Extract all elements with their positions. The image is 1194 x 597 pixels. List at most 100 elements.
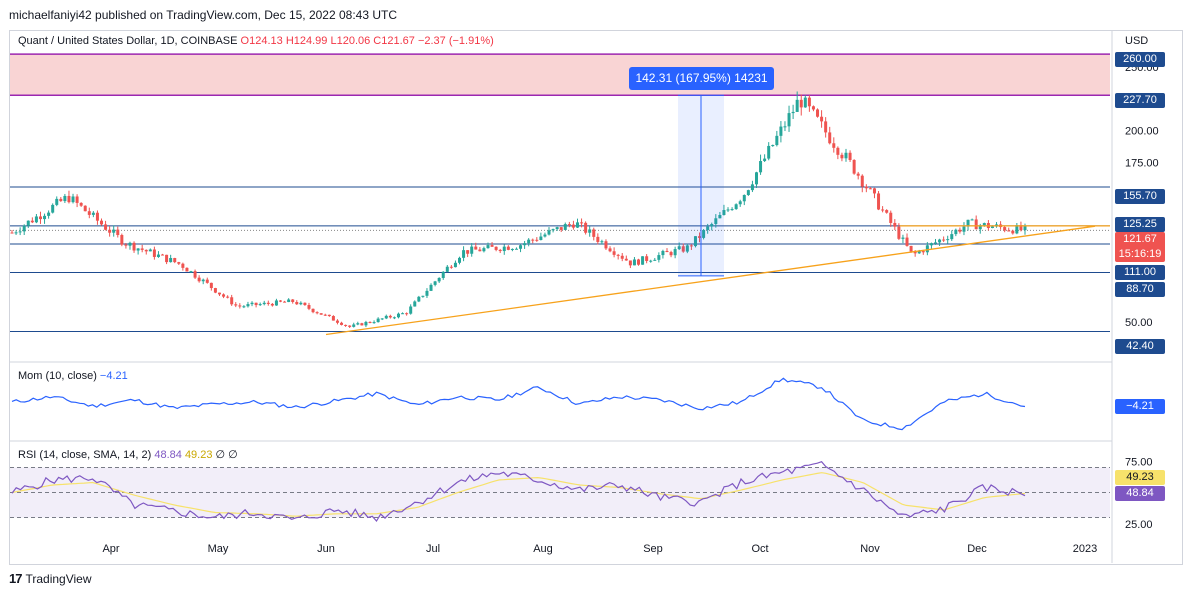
candle-body (173, 258, 177, 263)
current-price-tag: 121.67 15:16:19 (1115, 232, 1165, 262)
candle (584, 221, 588, 235)
candle (653, 257, 657, 261)
candle-body (555, 227, 559, 230)
candle (958, 227, 962, 234)
candle-body (673, 249, 677, 256)
candle-body (681, 246, 685, 252)
candle (844, 148, 848, 162)
candle (55, 196, 59, 207)
candle-body (392, 317, 396, 319)
candle-body (726, 209, 730, 211)
mom-legend: Mom (10, close) −4.21 (18, 370, 128, 382)
x-tick-label: Dec (967, 543, 987, 555)
resistance-zone (10, 54, 1110, 96)
candle-body (128, 242, 132, 246)
candle-body (571, 224, 575, 228)
candle (816, 108, 820, 118)
candle (567, 221, 571, 228)
candle (421, 295, 425, 298)
x-tick-label: May (208, 543, 229, 555)
candle-body (441, 271, 445, 278)
rsi-sma-line (11, 472, 1026, 517)
candle-body (108, 229, 112, 233)
candle-body (771, 145, 775, 147)
chart-frame (9, 30, 1183, 565)
candle-body (429, 284, 433, 291)
candle-body (620, 255, 624, 259)
candle-body (966, 219, 970, 227)
candle (409, 304, 413, 315)
candle-body (189, 271, 193, 273)
candle (754, 171, 758, 188)
candle (458, 256, 462, 265)
candle (148, 248, 152, 252)
candle-body (453, 262, 457, 268)
candle (966, 219, 970, 231)
x-tick-label: Oct (751, 543, 768, 555)
candle (169, 254, 173, 263)
candle-body (26, 220, 30, 226)
candle (783, 121, 787, 132)
candle-body (523, 243, 527, 246)
candle-body (323, 314, 327, 316)
candle (262, 300, 266, 306)
candle-body (482, 248, 486, 252)
candle-body (246, 304, 250, 307)
candle-body (698, 236, 702, 238)
candle-body (881, 209, 885, 211)
current-price: 121.67 (1123, 233, 1157, 245)
candle (462, 246, 466, 262)
candle-body (913, 251, 917, 254)
candle (1011, 229, 1015, 235)
candle-body (152, 249, 156, 257)
candle (514, 247, 518, 250)
candle-body (868, 188, 872, 190)
candle-body (677, 246, 681, 250)
candle (222, 293, 226, 299)
candle-body (112, 229, 116, 233)
candle-body (344, 324, 348, 326)
candle-body (600, 241, 604, 243)
candle (787, 105, 791, 132)
candle (486, 242, 490, 249)
candle (580, 218, 584, 228)
candle-body (71, 196, 75, 203)
candle (226, 295, 230, 299)
candle (897, 223, 901, 241)
candle (750, 180, 754, 193)
candle-body (67, 195, 71, 203)
candle-body (730, 209, 734, 211)
candle (291, 299, 295, 304)
candle (449, 265, 453, 269)
candle-body (852, 159, 856, 174)
candle-body (59, 198, 63, 202)
candle (104, 220, 108, 231)
x-tick-label: Sep (643, 543, 663, 555)
candle-body (889, 212, 893, 223)
candle-body (860, 175, 864, 187)
rsi-tick-label: 25.00 (1125, 519, 1153, 531)
candle (539, 232, 543, 241)
candle-body (917, 251, 921, 254)
candle (470, 243, 474, 257)
candle (360, 322, 364, 326)
publisher-line: michaelfaniyi42 published on TradingView… (9, 8, 398, 22)
candle (596, 233, 600, 245)
candle-body (364, 321, 368, 326)
candle-body (958, 229, 962, 232)
candle-body (759, 161, 763, 173)
candle-body (262, 302, 266, 305)
candle-body (458, 257, 462, 263)
candle-body (608, 248, 612, 252)
candle (213, 287, 217, 294)
candle (295, 300, 299, 305)
candle (26, 220, 30, 229)
candle-body (665, 250, 669, 253)
candle (885, 209, 889, 214)
candle-body (970, 219, 974, 221)
candle-body (413, 301, 417, 307)
ascending-trendline (325, 225, 1096, 336)
candle (543, 232, 547, 238)
candle-body (962, 226, 966, 232)
